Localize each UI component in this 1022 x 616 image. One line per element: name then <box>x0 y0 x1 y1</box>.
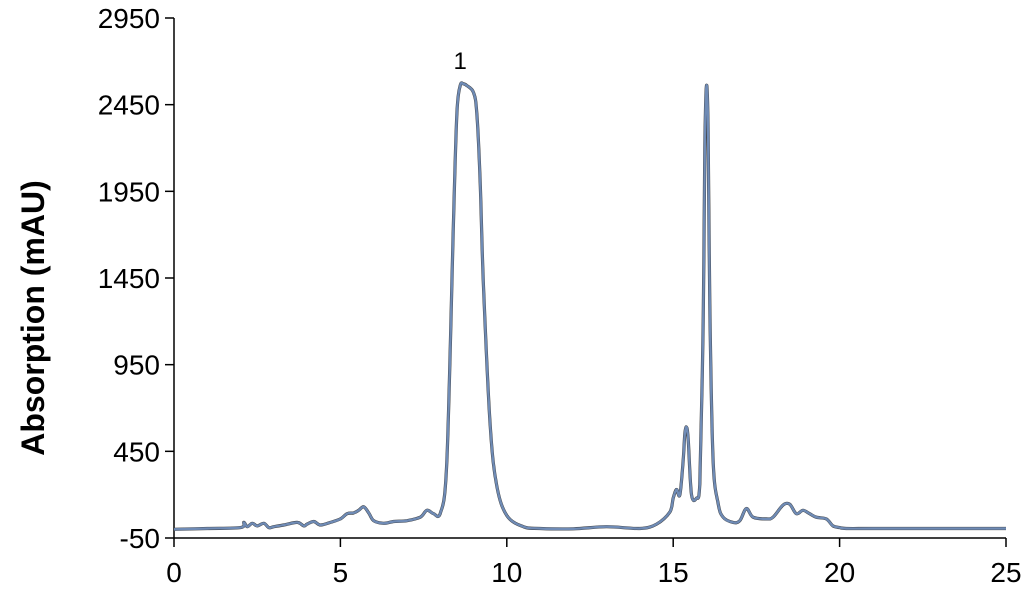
y-tick-label: 1950 <box>98 176 160 207</box>
series-shadow-line <box>173 81 1006 531</box>
peak-label: 1 <box>454 48 467 75</box>
y-tick-label: 2950 <box>98 3 160 34</box>
y-axis-ticks: -50 450 950 1450 1950 2450 2950 <box>98 3 174 554</box>
x-tick-label: 10 <box>491 557 522 588</box>
x-axis-ticks: 0 5 10 15 20 25 <box>166 538 1022 588</box>
series-line-0 <box>173 81 1006 531</box>
x-tick-label: 0 <box>166 557 182 588</box>
y-tick-label: -50 <box>120 523 160 554</box>
x-tick-label: 20 <box>824 557 855 588</box>
y-axis-title: Absorption (mAU) <box>15 180 51 456</box>
y-tick-label: 450 <box>113 436 160 467</box>
x-tick-label: 15 <box>658 557 689 588</box>
y-tick-label: 950 <box>113 350 160 381</box>
y-tick-label: 1450 <box>98 263 160 294</box>
x-tick-label: 5 <box>333 557 349 588</box>
y-tick-label: 2450 <box>98 90 160 121</box>
series-layer <box>173 81 1006 531</box>
annotations: 1 <box>454 48 467 75</box>
x-tick-label: 25 <box>990 557 1021 588</box>
